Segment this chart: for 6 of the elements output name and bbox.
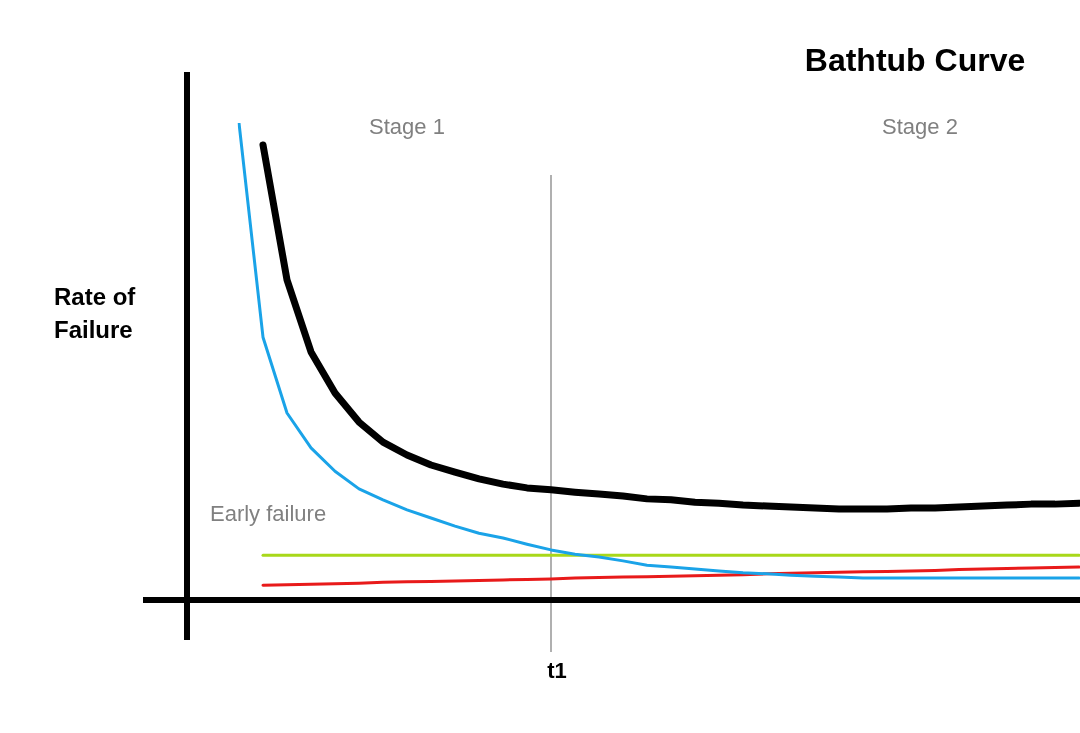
y-axis-title: Rate of Failure xyxy=(54,282,137,343)
text: t1 xyxy=(547,658,567,684)
chart-title: Bathtub Curve xyxy=(804,41,1026,78)
annotation: Stage 2 xyxy=(882,114,958,140)
annotation: Stage 1 xyxy=(369,114,445,140)
annotation: Early failure xyxy=(210,501,327,527)
